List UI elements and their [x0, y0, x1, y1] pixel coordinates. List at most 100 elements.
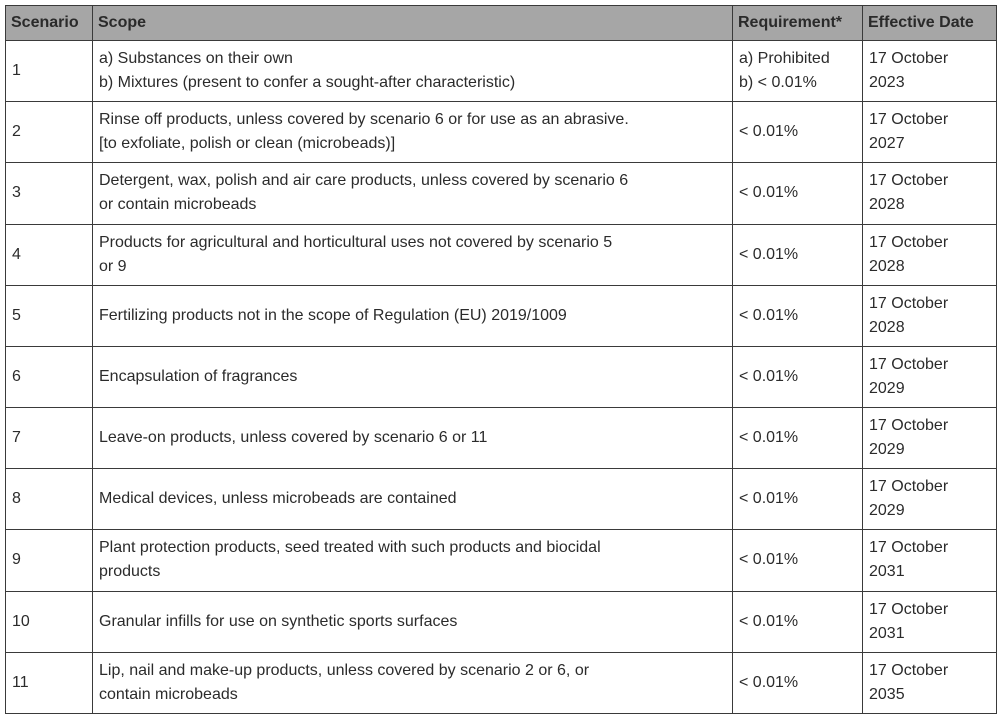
table-header: Scenario Scope Requirement* Effective Da…	[5, 5, 997, 41]
effective-date-cell: 17 October 2027	[862, 101, 997, 164]
effective-date-line: 17 October	[869, 600, 949, 618]
scenario-cell: 2	[5, 101, 93, 164]
effective-date-line: 2028	[869, 257, 905, 275]
effective-date-line: 2028	[869, 196, 905, 214]
scenario-cell: 6	[5, 345, 93, 409]
scope-line: Medical devices, unless microbeads are c…	[99, 490, 457, 508]
requirement-line: b) < 0.01%	[739, 74, 817, 92]
scope-cell: Plant protection products, seed treated …	[92, 529, 733, 592]
scope-line: Leave-on products, unless covered by sce…	[99, 429, 488, 447]
requirement-cell: < 0.01%	[732, 529, 863, 592]
scope-cell: a) Substances on their own b) Mixtures (p…	[92, 39, 733, 103]
effective-date-line: 17 October	[869, 539, 949, 557]
table-row: 9 Plant protection products, seed treated…	[5, 529, 997, 592]
scope-line: a) Substances on their own	[99, 50, 293, 68]
scope-line: or 9	[99, 257, 127, 275]
scope-cell: Medical devices, unless microbeads are c…	[92, 468, 733, 531]
scope-cell: Granular infills for use on synthetic sp…	[92, 590, 733, 653]
effective-date-line: 2023	[869, 74, 905, 92]
scenario-cell: 5	[5, 284, 93, 347]
table-body: 1 a) Substances on their own b) Mixtures (…	[5, 39, 997, 715]
effective-date-line: 2029	[869, 379, 905, 397]
requirement-line: < 0.01%	[739, 184, 799, 202]
requirement-cell: a) Prohibited b) < 0.01%	[732, 39, 863, 103]
scope-cell: Lip, nail and make-up products, unless c…	[92, 651, 733, 715]
scenario-cell: 7	[5, 407, 93, 470]
table-row: 11 Lip, nail and make-up products, unless…	[5, 651, 997, 715]
effective-date-line: 17 October	[869, 294, 949, 312]
effective-date-line: 2031	[869, 624, 905, 642]
scenario-cell: 10	[5, 590, 93, 653]
scope-line: Granular infills for use on synthetic sp…	[99, 612, 458, 630]
scope-cell: Detergent, wax, polish and air care prod…	[92, 162, 733, 225]
scope-line: Rinse off products, unless covered by sc…	[99, 111, 629, 129]
effective-date-line: 17 October	[869, 355, 949, 373]
effective-date-cell: 17 October 2028	[862, 284, 997, 347]
effective-date-line: 2028	[869, 318, 905, 336]
table-row: 5 Fertilizing products not in the scope o…	[5, 284, 997, 347]
effective-date-line: 17 October	[869, 417, 949, 435]
requirement-line: < 0.01%	[739, 429, 799, 447]
scope-line: products	[99, 563, 161, 581]
requirement-line: < 0.01%	[739, 612, 799, 630]
effective-date-line: 2031	[869, 563, 905, 581]
effective-date-line: 17 October	[869, 233, 949, 251]
header-requirement: Requirement*	[732, 5, 863, 41]
requirement-cell: < 0.01%	[732, 223, 863, 286]
table-row: 4 Products for agricultural and horticult…	[5, 223, 997, 286]
scope-cell: Fertilizing products not in the scope of…	[92, 284, 733, 347]
scope-line: or contain microbeads	[99, 196, 257, 214]
requirement-cell: < 0.01%	[732, 284, 863, 347]
effective-date-line: 17 October	[869, 50, 949, 68]
requirement-cell: < 0.01%	[732, 345, 863, 409]
requirement-line: < 0.01%	[739, 123, 799, 141]
table-row: 2 Rinse off products, unless covered by s…	[5, 101, 997, 164]
requirement-cell: < 0.01%	[732, 407, 863, 470]
requirement-line: a) Prohibited	[739, 50, 830, 68]
effective-date-line: 2029	[869, 441, 905, 459]
effective-date-cell: 17 October 2029	[862, 468, 997, 531]
scope-line: b) Mixtures (present to confer a sought-…	[99, 74, 516, 92]
table-row: 10 Granular infills for use on synthetic …	[5, 590, 997, 653]
scope-cell: Leave-on products, unless covered by sce…	[92, 407, 733, 470]
scenario-cell: 4	[5, 223, 93, 286]
requirement-cell: < 0.01%	[732, 162, 863, 225]
effective-date-line: 17 October	[869, 172, 949, 190]
effective-date-cell: 17 October 2029	[862, 345, 997, 409]
effective-date-line: 17 October	[869, 661, 949, 679]
scope-cell: Encapsulation of fragrances	[92, 345, 733, 409]
requirement-cell: < 0.01%	[732, 468, 863, 531]
scope-cell: Rinse off products, unless covered by sc…	[92, 101, 733, 164]
effective-date-line: 17 October	[869, 478, 949, 496]
requirement-cell: < 0.01%	[732, 590, 863, 653]
scenario-cell: 1	[5, 39, 93, 103]
effective-date-cell: 17 October 2035	[862, 651, 997, 715]
scenario-cell: 9	[5, 529, 93, 592]
requirement-line: < 0.01%	[739, 306, 799, 324]
requirement-line: < 0.01%	[739, 367, 799, 385]
header-scenario: Scenario	[5, 5, 93, 41]
requirement-line: < 0.01%	[739, 490, 799, 508]
requirement-line: < 0.01%	[739, 551, 799, 569]
effective-date-cell: 17 October 2031	[862, 590, 997, 653]
effective-date-line: 2035	[869, 685, 905, 703]
table-row: 3 Detergent, wax, polish and air care pro…	[5, 162, 997, 225]
effective-date-line: 2027	[869, 135, 905, 153]
scope-line: Products for agricultural and horticultu…	[99, 233, 613, 251]
scope-line: Detergent, wax, polish and air care prod…	[99, 172, 629, 190]
scenario-cell: 3	[5, 162, 93, 225]
effective-date-cell: 17 October 2023	[862, 39, 997, 103]
scope-line: Lip, nail and make-up products, unless c…	[99, 661, 590, 679]
scope-line: Fertilizing products not in the scope of…	[99, 306, 567, 324]
scenario-cell: 8	[5, 468, 93, 531]
requirement-line: < 0.01%	[739, 245, 799, 263]
table-row: 6 Encapsulation of fragrances < 0.01% 17 Oc…	[5, 345, 997, 409]
scope-cell: Products for agricultural and horticultu…	[92, 223, 733, 286]
requirement-cell: < 0.01%	[732, 651, 863, 715]
requirement-cell: < 0.01%	[732, 101, 863, 164]
scope-line: Encapsulation of fragrances	[99, 367, 298, 385]
effective-date-cell: 17 October 2028	[862, 223, 997, 286]
requirement-line: < 0.01%	[739, 673, 799, 691]
effective-date-cell: 17 October 2028	[862, 162, 997, 225]
microplastics-restriction-table: Scenario Scope Requirement* Effective Da…	[5, 5, 997, 715]
